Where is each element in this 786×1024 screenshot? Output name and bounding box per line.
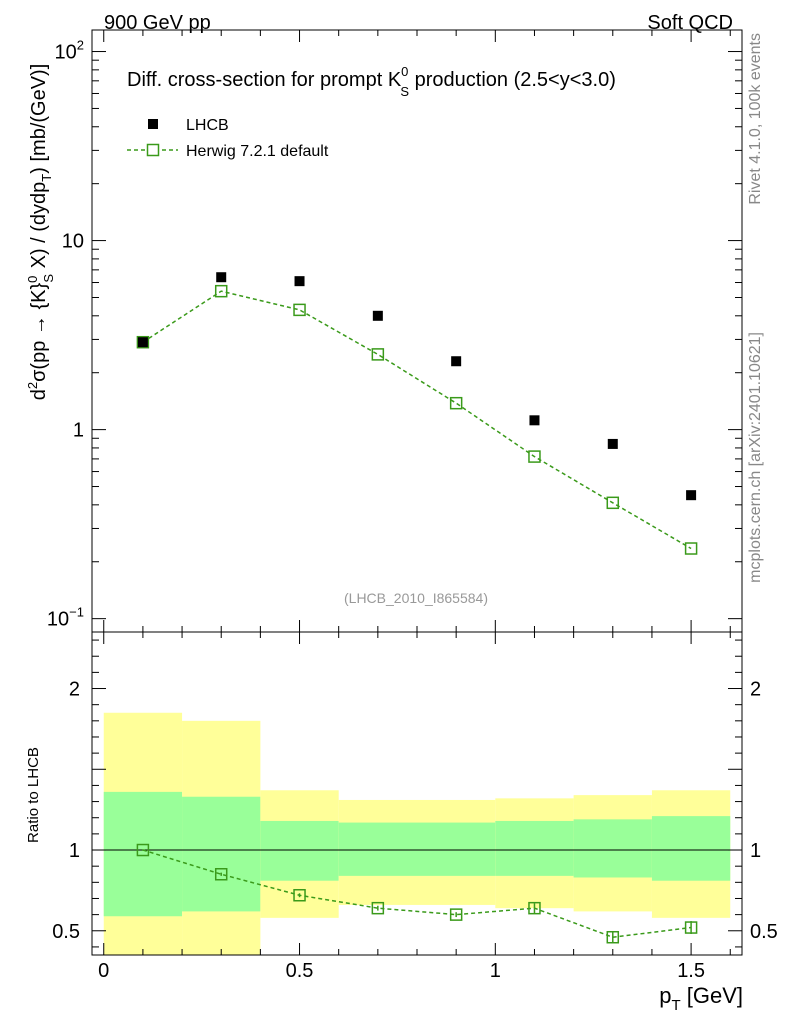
legend-label-lhcb: LHCB: [186, 117, 229, 134]
band-inner-1: [182, 796, 261, 912]
data-point: [137, 337, 148, 348]
main-y-tick-label-1: 1: [73, 420, 84, 442]
x-tick-label-1: 0.5: [286, 960, 314, 982]
legend: LHCB Herwig 7.2.1 default: [127, 117, 329, 160]
ratio-uncertainty-bands: [103, 712, 731, 955]
main-y-tick-label-2: 10: [62, 231, 84, 253]
ratio-plot-axes: 0 0.5 1 1.5 0.5 0.5 1 1 2 2: [52, 631, 778, 982]
legend-marker-lhcb: [148, 119, 158, 129]
ratio-y-tick-label-1: 1: [69, 840, 80, 862]
data-point: [216, 272, 227, 283]
mc-point: [136, 335, 150, 349]
mc-point: [371, 348, 385, 361]
ratio-y-tick-label-right-0: 0.5: [750, 921, 778, 943]
band-inner-3: [338, 822, 417, 876]
plot-title: Diff. cross-section for prompt K0 S produ…: [127, 64, 616, 99]
ratio-plot-series: [136, 843, 698, 944]
header-left: 900 GeV pp: [104, 12, 211, 34]
legend-marker-herwig: [146, 143, 160, 157]
band-inner-4: [417, 822, 496, 876]
ratio-point: [371, 901, 385, 915]
mc-line: [142, 290, 692, 550]
x-tick-label-0: 0: [98, 960, 109, 982]
mc-point: [606, 496, 620, 510]
data-point: [529, 415, 540, 426]
x-tick-label-3: 1.5: [677, 960, 705, 982]
ratio-point: [293, 888, 306, 902]
mc-point: [684, 542, 698, 555]
main-y-tick-label-3: 102: [55, 38, 84, 64]
ratio-y-tick-label-2: 2: [69, 679, 80, 701]
x-tick-label-2: 1: [490, 960, 501, 982]
ratio-point: [136, 843, 150, 857]
main-plot-series: [136, 272, 698, 555]
ratio-y-tick-label-right-1: 1: [750, 840, 761, 862]
ratio-point: [684, 921, 698, 934]
ratio-y-tick-label-0: 0.5: [52, 921, 80, 943]
legend-label-herwig: Herwig 7.2.1 default: [186, 143, 329, 160]
band-inner-7: [651, 816, 731, 881]
band-inner-5: [495, 820, 574, 876]
ratio-ylabel: Ratio to LHCB: [25, 747, 42, 843]
header-right: Soft QCD: [647, 12, 733, 34]
mc-point: [214, 284, 228, 298]
main-y-tick-label-0: 10−1: [47, 605, 84, 631]
band-inner-6: [573, 819, 652, 878]
ratio-point: [528, 901, 541, 915]
x-axis-label: pT [GeV]: [659, 983, 743, 1014]
analysis-id: (LHCB_2010_I865584): [344, 590, 488, 606]
band-inner-0: [103, 791, 183, 917]
rivet-label: Rivet 4.1.0, 100k events: [747, 33, 764, 205]
ratio-point: [214, 868, 228, 881]
band-inner-2: [260, 820, 339, 881]
ratio-point: [449, 908, 463, 921]
ratio-point: [606, 930, 620, 944]
ratio-y-tick-label-right-2: 2: [750, 679, 761, 701]
ratio-line: [142, 849, 692, 939]
mc-point: [528, 450, 541, 463]
data-point: [607, 438, 618, 449]
data-point: [372, 310, 383, 321]
mc-point: [293, 303, 306, 317]
data-point: [686, 490, 697, 501]
data-point: [451, 356, 462, 367]
data-point: [294, 276, 305, 287]
mc-point: [449, 396, 463, 410]
main-ylabel: d2σ(pp → {K}0S X) / (dydpT) [mb/(GeV)]: [25, 64, 56, 401]
mcplots-label: mcplots.cern.ch [arXiv:2401.10621]: [747, 332, 764, 583]
